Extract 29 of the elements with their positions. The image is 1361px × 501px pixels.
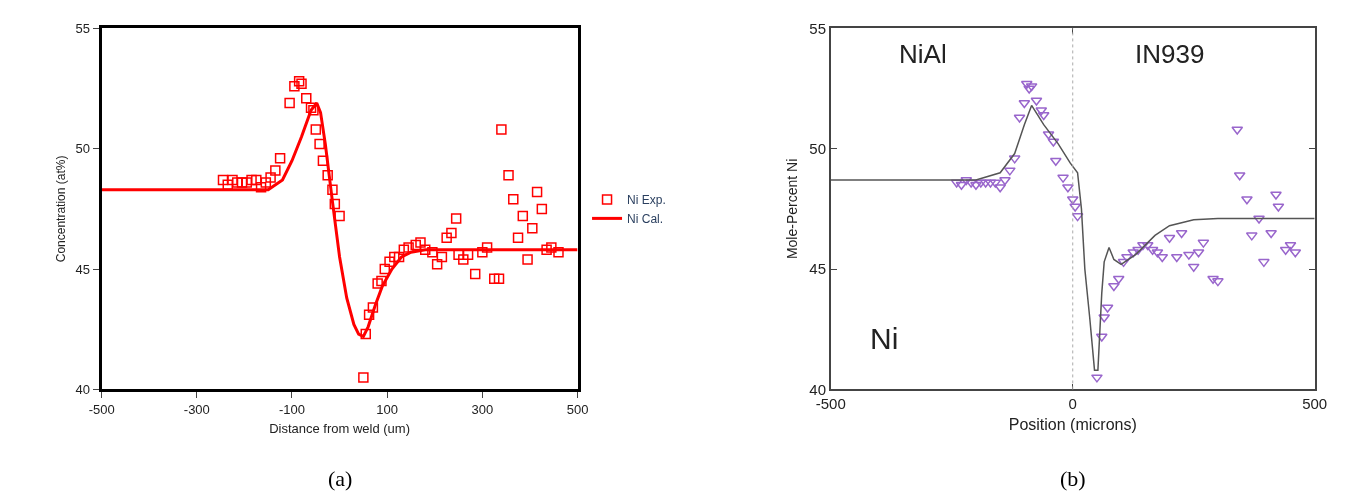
- text: (a): [328, 466, 353, 491]
- y-tick-label: 45: [809, 260, 827, 278]
- y-tick-label: 50: [809, 139, 827, 157]
- line-series: [101, 101, 578, 338]
- x-tick-label: 100: [376, 402, 399, 418]
- y-axis-title: Concentration (at%): [53, 155, 68, 263]
- y-tick-label: 40: [75, 381, 91, 397]
- x-tick-label: -100: [278, 402, 306, 418]
- y-tick-label: 55: [809, 19, 827, 37]
- x-tick-label: 0: [1068, 395, 1077, 413]
- x-tick-label: -500: [88, 402, 115, 418]
- y-tick-label: 45: [75, 261, 91, 277]
- y-tick-label: 40: [809, 380, 827, 398]
- x-tick-label: 500: [566, 402, 589, 418]
- y-tick-label: 55: [75, 20, 91, 36]
- x-axis-title: Distance from weld (um): [269, 420, 411, 436]
- y-tick-label: 50: [75, 141, 91, 157]
- annotation: IN939: [1135, 39, 1205, 69]
- x-tick-label: -500: [815, 395, 846, 413]
- x-tick-label: -300: [183, 402, 210, 418]
- legend-label: Ni Exp.: [627, 193, 666, 208]
- legend-label: Ni Cal.: [627, 212, 664, 227]
- y-axis-title: Mole-Percent Ni: [784, 158, 801, 260]
- x-axis-title: Position (microns): [1008, 416, 1137, 434]
- x-tick-label: 300: [471, 402, 494, 418]
- annotation: Ni: [870, 322, 899, 355]
- text: (b): [1060, 466, 1086, 491]
- annotation: NiAl: [899, 39, 947, 69]
- x-tick-label: 500: [1302, 395, 1328, 413]
